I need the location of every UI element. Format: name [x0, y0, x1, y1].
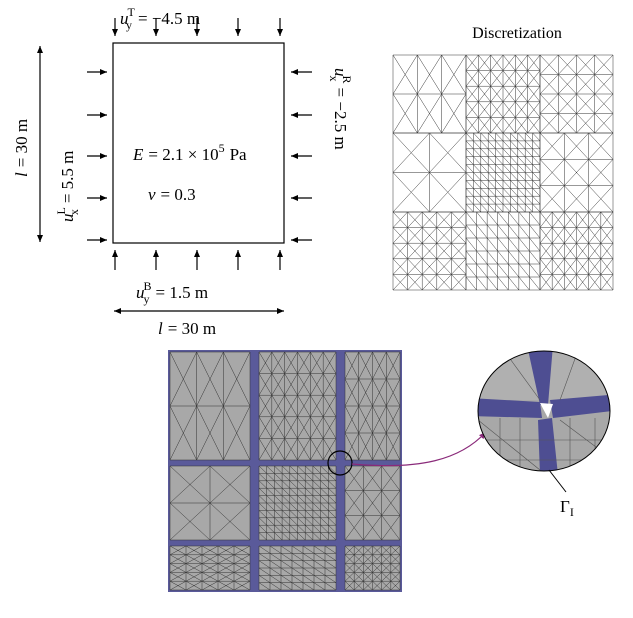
mesh-lines	[169, 545, 251, 591]
label-leader	[548, 469, 567, 493]
mesh-lines	[258, 545, 337, 591]
discretization-title: Discretization	[472, 25, 562, 42]
width-label: l = 30 m	[158, 319, 216, 338]
top-load-label: uT y = −4.5 m	[120, 5, 200, 32]
mesh-lines	[539, 211, 614, 291]
mesh-lines	[539, 54, 614, 134]
bottom-load-label: uB y = 1.5 m	[136, 279, 208, 306]
mesh-lines	[392, 211, 467, 291]
load-arrows	[87, 18, 312, 270]
mesh-lines	[344, 351, 401, 461]
mesh	[392, 54, 614, 291]
deformed-mesh	[168, 350, 402, 592]
mesh-lines	[258, 351, 337, 461]
mesh-lines	[344, 465, 401, 541]
mesh-lines	[465, 211, 541, 291]
poisson-label: ν = 0.3	[148, 185, 196, 204]
mesh-lines	[169, 351, 251, 461]
mesh-lines	[465, 54, 541, 134]
zoom-view	[478, 351, 610, 471]
left-load-label: uLx= 5.5 m	[54, 151, 81, 222]
mesh-lines	[258, 465, 337, 541]
mesh-lines	[392, 54, 467, 134]
modulus-label: E = 2.1 × 105 Pa	[132, 141, 247, 164]
mesh-lines	[169, 465, 251, 541]
mesh-lines	[392, 132, 467, 213]
domain-square	[112, 42, 285, 244]
mesh-lines	[465, 132, 541, 213]
zoom-arrow	[351, 431, 487, 467]
mesh-lines	[539, 132, 614, 213]
zoom-marker	[327, 450, 353, 476]
height-label: l= 30 m	[12, 119, 31, 177]
mesh-lines	[344, 545, 401, 591]
zoom-outline	[477, 350, 611, 472]
right-load-label: uRx= −2.5 m	[327, 68, 354, 150]
interface-label: ΓI	[560, 497, 574, 519]
